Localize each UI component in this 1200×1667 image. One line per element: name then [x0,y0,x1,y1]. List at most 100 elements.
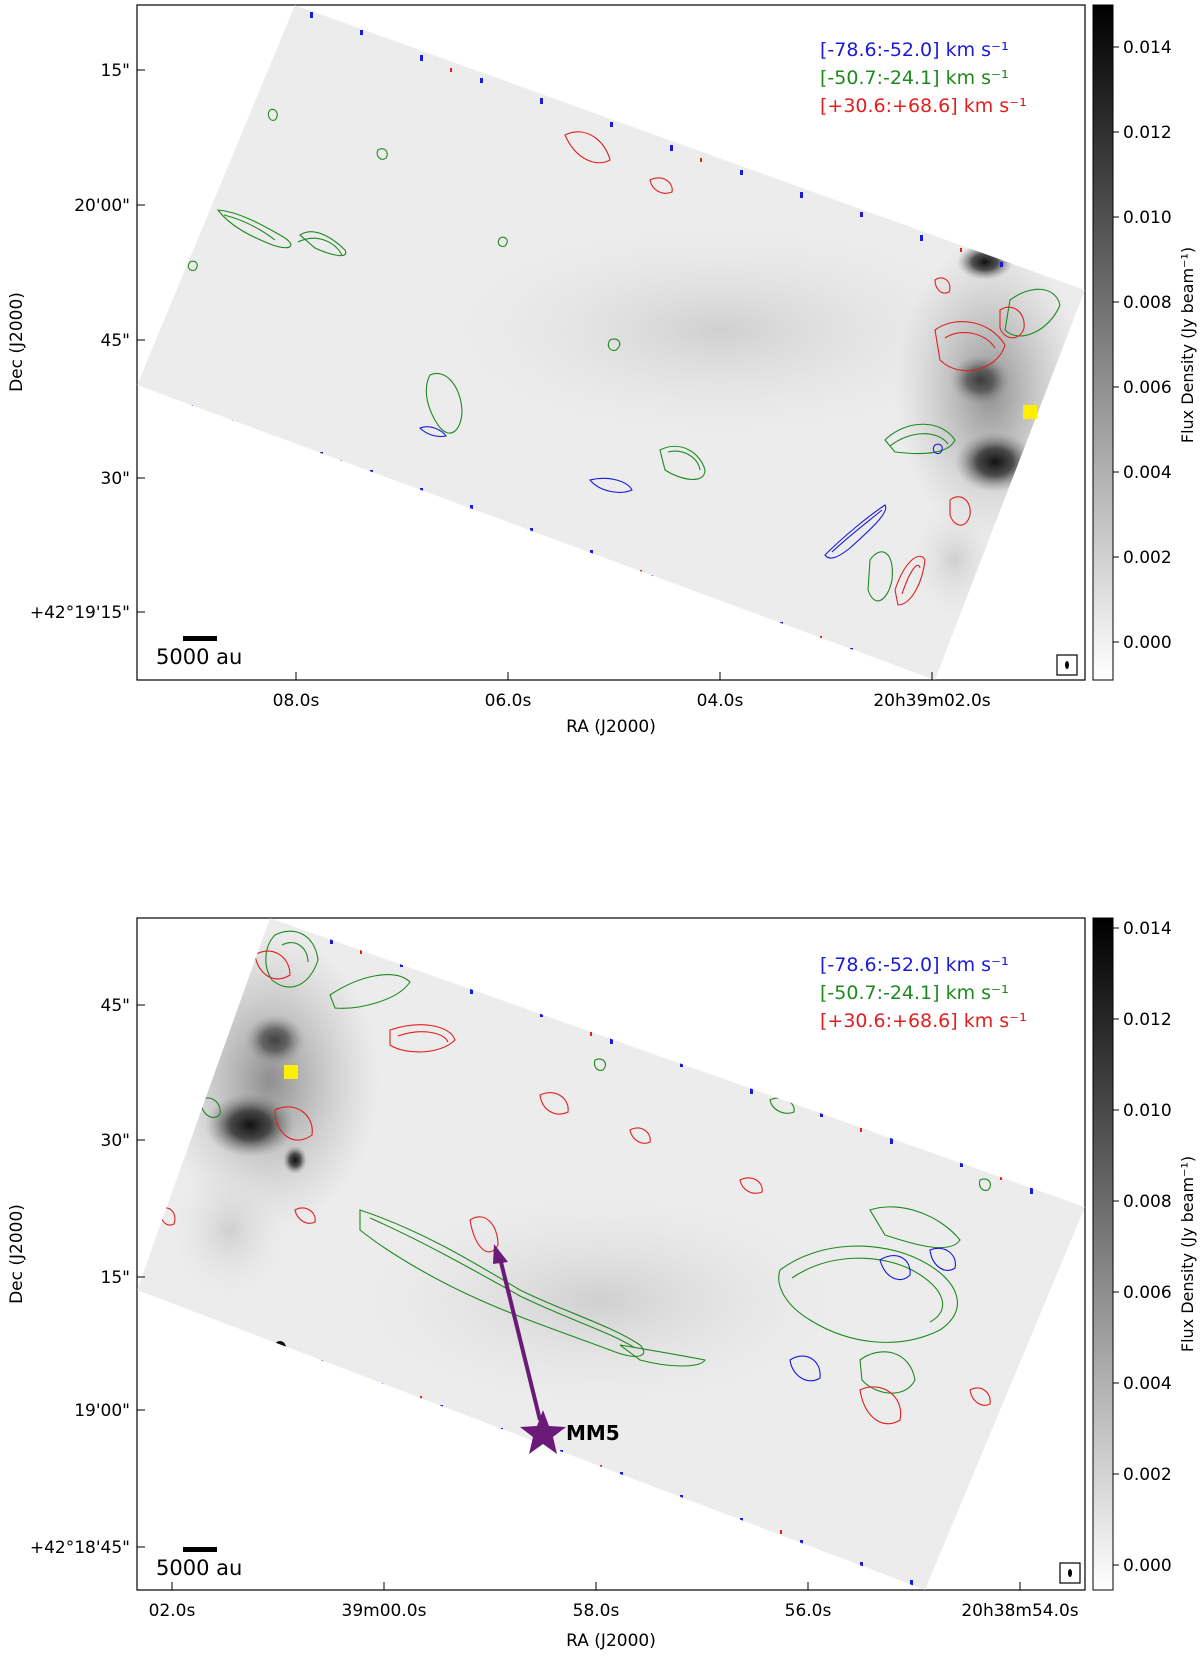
top-green-blob-a [425,372,463,434]
top-blue-outflow [824,504,887,559]
bottom-cb-tick: 0.002 [1123,1465,1172,1485]
top-scalebar-label: 5000 au [156,645,242,669]
top-green-small-5 [267,108,278,121]
bottom-cb-tick: 0.008 [1123,1192,1172,1212]
top-cb-tick: 0.002 [1123,548,1172,568]
bottom-dec-tick: +42°18'45" [30,1538,130,1558]
top-ra-tick: 08.0s [273,691,320,711]
top-ra-tick: 06.0s [485,691,532,711]
top-green-filament-center [297,231,347,257]
top-dec-tick: 30" [101,469,130,489]
bottom-blue-cluster-a [879,1255,911,1280]
bottom-dec-tick: 30" [101,1131,130,1151]
bottom-green-small-4 [978,1178,991,1191]
top-cb-tick: 0.012 [1123,123,1172,143]
bottom-yellow-marker [284,1065,298,1079]
bottom-green-jet-tail [619,1344,706,1367]
top-cb-tick: 0.000 [1123,633,1172,653]
bottom-blue-cluster-c [789,1355,821,1382]
top-yellow-marker [1023,405,1037,419]
bottom-green-small-2 [593,1058,606,1071]
top-green-outflow-3 [867,551,893,602]
bottom-ra-tick-labels: 02.0s 39m00.0s 58.0s 56.0s 20h38m54.0s [149,1601,1079,1621]
bottom-red-blob-j [294,1207,316,1224]
mm5-label: MM5 [566,1421,620,1445]
top-red-outflow-d [999,306,1025,339]
bottom-colorbar: 0.014 0.012 0.010 0.008 0.006 0.004 0.00… [1092,917,1197,1591]
bottom-dec-tick: 15" [101,1268,130,1288]
top-cb-tick: 0.006 [1123,378,1172,398]
bottom-legend: [-78.6:-52.0] km s⁻¹ [-50.7:-24.1] km s⁻… [820,954,1027,1032]
top-red-outflow-a [894,555,926,606]
bottom-cb-tick: 0.006 [1123,1283,1172,1303]
top-ra-tick: 20h39m02.0s [873,691,990,711]
top-blue-blob-a [589,477,633,493]
top-ra-tick-labels: 08.0s 06.0s 04.0s 20h39m02.0s [273,691,991,711]
bottom-scalebar-label: 5000 au [156,1556,242,1580]
bottom-cb-tick: 0.000 [1123,1556,1172,1576]
top-green-outflow-2 [1004,288,1061,337]
bottom-cb-tick: 0.014 [1123,919,1172,939]
mm5-arrow [493,1244,542,1421]
top-dec-tick: +42°19'15" [30,603,130,623]
top-scalebar: 5000 au [156,636,242,669]
top-image [137,5,1085,680]
top-green-small-2 [607,338,621,351]
top-cb-tick: 0.010 [1123,208,1172,228]
bottom-ra-tick: 02.0s [149,1601,196,1621]
bottom-axis-ticks [137,1004,1021,1590]
bottom-red-blob-e [629,1127,651,1144]
bottom-ra-tick: 39m00.0s [342,1601,427,1621]
top-legend: [-78.6:-52.0] km s⁻¹ [-50.7:-24.1] km s⁻… [820,39,1027,117]
bottom-cb-tick: 0.012 [1123,1010,1172,1030]
top-red-outflow-c [934,321,1006,372]
bottom-green-jet [359,1209,645,1357]
top-red-blob-g [934,277,951,294]
bottom-dec-tick-labels: 45" 30" 15" 19'00" +42°18'45" [30,996,130,1558]
bottom-legend-green: [-50.7:-24.1] km s⁻¹ [820,982,1009,1004]
top-green-filament-left [216,209,292,249]
bottom-red-blob-b [274,1106,313,1141]
top-contours [187,108,1061,606]
bottom-red-blob-h [739,1177,763,1194]
top-legend-green: [-50.7:-24.1] km s⁻¹ [820,67,1009,89]
top-green-blob-b [659,445,706,480]
top-dec-tick: 20'00" [74,196,130,216]
top-panel: 15" 20'00" 45" 30" +42°19'15" 08.0s 06.0… [7,4,1197,737]
bottom-red-outflow-f [469,1216,499,1253]
bottom-green-cluster-b [869,1206,961,1249]
bottom-xlabel: RA (J2000) [566,1631,656,1651]
top-legend-red: [+30.6:+68.6] km s⁻¹ [820,95,1027,117]
bottom-green-small-1 [199,1097,221,1118]
top-axis-ticks [137,69,933,680]
top-red-blob-e [564,131,611,164]
top-green-outflow-1 [884,423,956,455]
top-cb-tick: 0.008 [1123,293,1172,313]
mm5-star-icon [520,1410,566,1454]
bottom-image [137,918,1085,1590]
top-blue-blob-b [419,426,447,438]
top-colorbar: 0.014 0.012 0.010 0.008 0.006 0.004 0.00… [1092,4,1197,681]
bottom-red-blob-k [969,1387,991,1406]
bottom-legend-red: [+30.6:+68.6] km s⁻¹ [820,1010,1027,1032]
top-dec-tick: 15" [101,61,130,81]
top-cb-tick: 0.004 [1123,463,1172,483]
bottom-cb-tick: 0.004 [1123,1374,1172,1394]
top-ylabel: Dec (J2000) [7,292,27,392]
top-blue-blob-c [932,443,943,454]
bottom-dec-tick: 45" [101,996,130,1016]
bottom-cb-tick: 0.010 [1123,1101,1172,1121]
bottom-contours [159,930,991,1425]
bottom-colorbar-label: Flux Density (Jy beam⁻¹) [1178,1156,1197,1352]
bottom-red-blob-g [859,1386,902,1425]
bottom-green-cluster-c [859,1351,916,1394]
top-dec-tick-labels: 15" 20'00" 45" 30" +42°19'15" [30,61,130,623]
top-red-blob-f [649,177,673,194]
top-red-outflow-b [949,496,971,526]
bottom-green-cluster-a [778,1245,958,1343]
bottom-blue-cluster-b [929,1247,956,1271]
top-green-small-1 [376,148,388,160]
top-dec-tick: 45" [101,331,130,351]
top-colorbar-label: Flux Density (Jy beam⁻¹) [1178,247,1197,443]
